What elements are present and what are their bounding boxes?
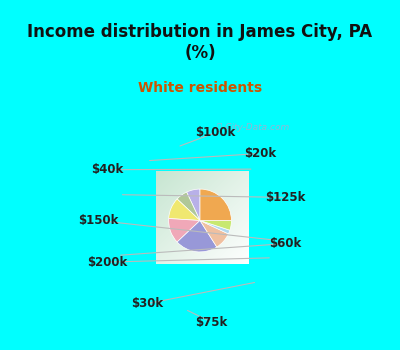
- Text: $40k: $40k: [92, 163, 124, 176]
- Text: $125k: $125k: [265, 191, 306, 204]
- Wedge shape: [168, 218, 200, 242]
- Wedge shape: [200, 220, 232, 230]
- Text: $100k: $100k: [195, 126, 235, 139]
- Text: White residents: White residents: [138, 80, 262, 94]
- Text: Income distribution in James City, PA
(%): Income distribution in James City, PA (%…: [28, 23, 372, 62]
- Wedge shape: [200, 220, 228, 247]
- Text: $20k: $20k: [244, 147, 276, 160]
- Wedge shape: [169, 199, 200, 220]
- Text: $200k: $200k: [88, 256, 128, 268]
- Text: $150k: $150k: [78, 214, 118, 227]
- Text: $75k: $75k: [196, 316, 228, 329]
- Text: ⓘ City-Data.com: ⓘ City-Data.com: [217, 124, 289, 133]
- Wedge shape: [177, 192, 200, 220]
- Text: $30k: $30k: [131, 297, 163, 310]
- Text: $60k: $60k: [269, 237, 302, 250]
- Wedge shape: [200, 220, 230, 234]
- Wedge shape: [177, 220, 217, 252]
- Wedge shape: [200, 189, 232, 220]
- Wedge shape: [187, 189, 200, 220]
